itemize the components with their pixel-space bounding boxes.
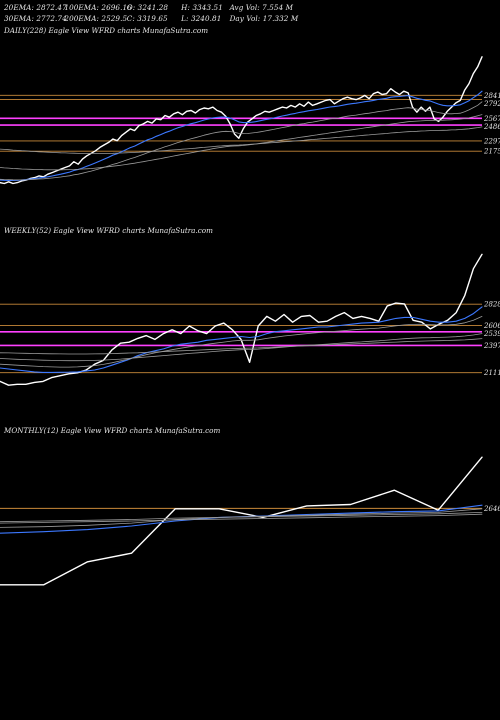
weekly-level-label-2: 2539	[483, 330, 500, 338]
daily-level-label-3: 2486	[483, 123, 500, 131]
weekly-series-ema_b	[0, 315, 483, 368]
daily-level-label-0: 2841	[483, 92, 500, 100]
ema20-value: 20EMA: 2872.47	[4, 3, 67, 12]
daily-series-price	[0, 56, 483, 185]
monthly-series-price	[0, 456, 483, 586]
daily-panel: 28412792 25672486 2297 2175	[0, 56, 500, 185]
low-value: L: 3240.81	[181, 14, 222, 23]
ema200-value: 200EMA: 2529.5	[64, 14, 128, 23]
monthly-series-ema100	[0, 512, 483, 523]
daily-chart-title: DAILY(228) Eagle View WFRD charts Munafa…	[4, 26, 209, 35]
daily-level-label-2: 2567	[483, 115, 500, 123]
daily-level-label-5: 2175	[483, 148, 500, 156]
monthly-chart-title: MONTHLY(12) Eagle View WFRD charts Munaf…	[4, 426, 221, 435]
weekly-series-ema200	[0, 338, 483, 355]
day-vol-value: Day Vol: 17.332 M	[229, 14, 299, 23]
high-value: H: 3343.51	[181, 3, 223, 12]
daily-level-label-4: 2297	[483, 137, 500, 145]
weekly-panel: 2828 26062539 2397 2111	[0, 253, 500, 386]
weekly-series-price	[0, 253, 483, 386]
weekly-level-label-0: 2828	[483, 301, 500, 309]
monthly-series-ema200	[0, 513, 483, 524]
daily-series-ema200	[0, 126, 483, 154]
monthly-panel: 2646	[0, 456, 500, 586]
header-row-2: 30EMA: 2772.74 200EMA: 2529.5 C: 3319.65…	[4, 14, 298, 23]
monthly-level-label-0: 2646	[483, 505, 500, 513]
open-value: O: 3241.28	[126, 3, 169, 12]
ema100-value: 100EMA: 2696.16	[64, 3, 132, 12]
avg-vol-value: Avg Vol: 7.554 M	[229, 3, 294, 12]
daily-series-ema30	[0, 101, 483, 181]
weekly-level-label-4: 2111	[483, 369, 500, 377]
close-value: C: 3319.65	[126, 14, 168, 23]
weekly-series-ema_a	[0, 306, 483, 373]
header-row-1: 20EMA: 2872.47 100EMA: 2696.16 O: 3241.2…	[4, 3, 293, 12]
weekly-level-label-1: 2606	[483, 322, 500, 330]
daily-series-ema20	[0, 90, 483, 182]
ema30-value: 30EMA: 2772.74	[4, 14, 67, 23]
weekly-series-ema100	[0, 333, 483, 362]
daily-series-ema100	[0, 114, 483, 171]
weekly-chart-title: WEEKLY(52) Eagle View WFRD charts Munafa…	[4, 226, 213, 235]
weekly-level-label-3: 2397	[483, 342, 500, 350]
